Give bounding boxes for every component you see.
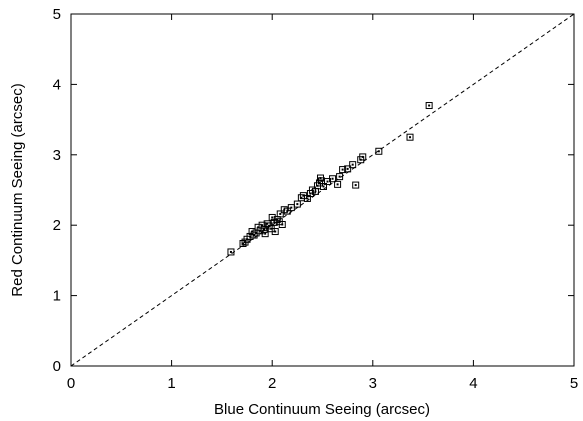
data-point (283, 207, 291, 215)
plot-frame (70, 13, 575, 367)
data-point (329, 175, 337, 183)
reference-diagonal-line (70, 13, 575, 367)
y-tick-label: 0 (53, 358, 61, 375)
data-point (271, 228, 279, 236)
data-point (248, 228, 256, 236)
data-point (425, 102, 433, 110)
y-tick-label: 5 (53, 6, 61, 23)
y-tick-label: 2 (53, 217, 61, 234)
data-point (293, 200, 301, 208)
data-point (254, 223, 262, 231)
x-tick-label: 3 (369, 375, 377, 392)
data-point (349, 161, 357, 169)
x-axis-title: Blue Continuum Seeing (arcsec) (214, 401, 430, 418)
y-tick-label: 1 (53, 288, 61, 305)
data-point (261, 230, 269, 238)
data-point (246, 232, 254, 240)
data-point (306, 190, 314, 198)
data-point (315, 179, 323, 187)
y-tick-label: 4 (53, 76, 61, 93)
data-point (287, 204, 295, 212)
data-point (320, 182, 328, 190)
data-point (227, 248, 235, 256)
y-axis-title: Red Continuum Seeing (arcsec) (9, 83, 26, 296)
x-tick-label: 1 (167, 375, 175, 392)
data-point (239, 240, 247, 248)
x-tick-label: 5 (570, 375, 578, 392)
x-tick-label: 2 (268, 375, 276, 392)
data-point (359, 153, 367, 161)
y-tick-label: 3 (53, 147, 61, 164)
data-point (268, 213, 276, 221)
x-tick-label: 4 (469, 375, 477, 392)
data-point (258, 221, 266, 229)
data-point (344, 165, 352, 173)
data-point (375, 147, 383, 155)
data-point (276, 210, 284, 218)
data-point (263, 220, 271, 228)
data-point (406, 133, 414, 141)
data-point (250, 231, 258, 239)
data-point (352, 181, 360, 189)
data-point (334, 180, 342, 188)
x-tick-label: 0 (67, 375, 75, 392)
data-point (278, 220, 286, 228)
data-point (339, 166, 347, 174)
data-point (336, 173, 344, 181)
